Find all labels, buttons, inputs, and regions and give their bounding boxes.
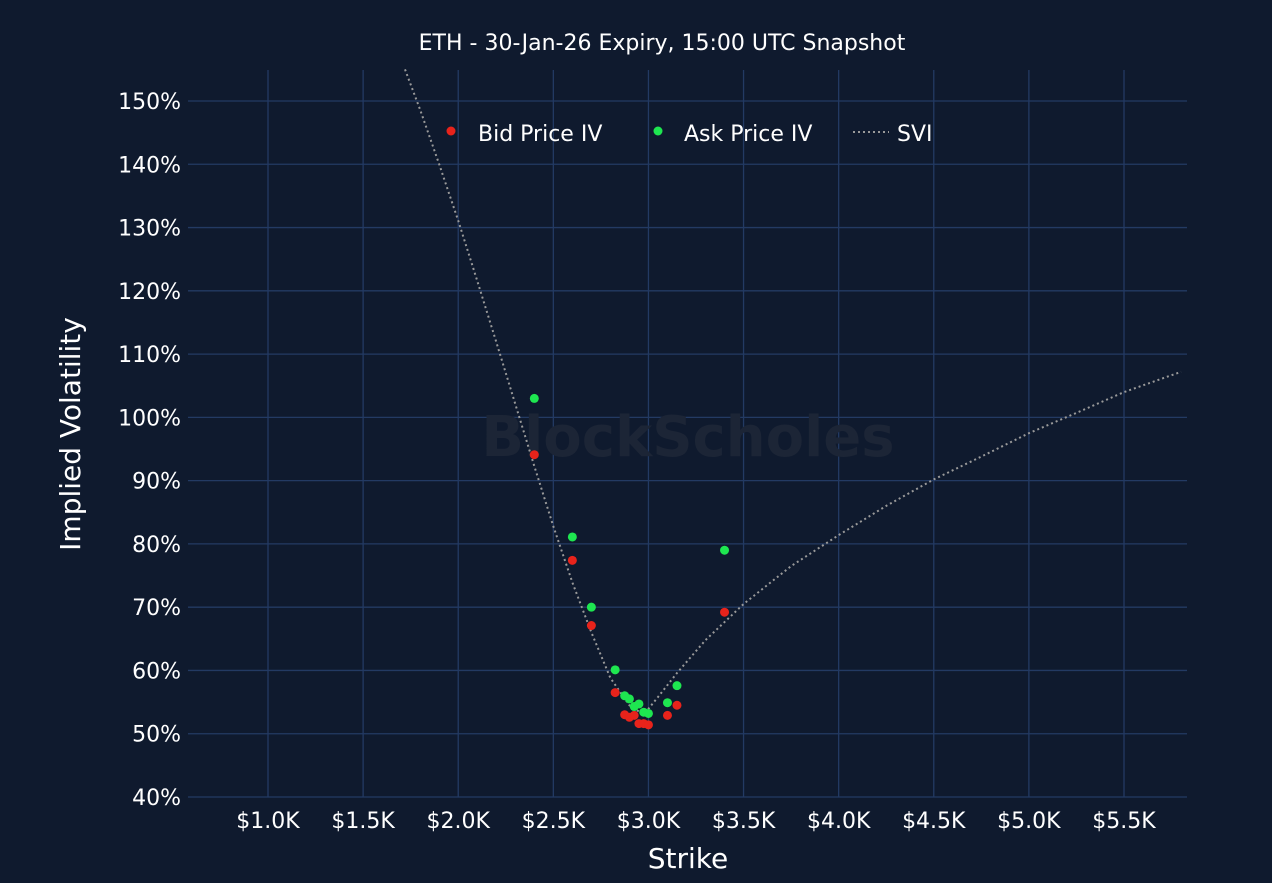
x-tick-label: $5.0K xyxy=(997,809,1061,834)
legend-label: Bid Price IV xyxy=(478,122,602,147)
bid-price-iv-point[interactable] xyxy=(610,688,620,698)
y-tick-label: 150% xyxy=(118,90,181,115)
bid-price-iv-point[interactable] xyxy=(567,555,577,565)
x-tick-label: $1.0K xyxy=(236,809,300,834)
x-tick-label: $5.5K xyxy=(1092,809,1156,834)
y-tick-label: 80% xyxy=(132,533,181,558)
y-tick-label: 130% xyxy=(118,217,181,242)
y-tick-label: 60% xyxy=(132,659,181,684)
ask-price-iv-point[interactable] xyxy=(624,694,634,704)
ask-price-iv-point[interactable] xyxy=(529,393,539,403)
y-tick-label: 70% xyxy=(132,596,181,621)
bid-price-iv-point[interactable] xyxy=(586,621,596,631)
bid-price-iv-point[interactable] xyxy=(662,710,672,720)
marker-layer xyxy=(529,393,730,730)
ask-price-iv-point[interactable] xyxy=(586,602,596,612)
svi-curve xyxy=(404,69,1182,717)
y-tick-label: 140% xyxy=(118,153,181,178)
ask-price-iv-point[interactable] xyxy=(720,545,730,555)
y-tick-label: 90% xyxy=(132,470,181,495)
y-tick-label: 50% xyxy=(132,723,181,748)
legend-item-bid-price-iv[interactable]: Bid Price IV xyxy=(446,122,603,147)
legend-label: Ask Price IV xyxy=(684,122,812,147)
y-tick-label: 100% xyxy=(118,406,181,431)
ask-price-iv-point[interactable] xyxy=(662,698,672,708)
chart-title: ETH - 30-Jan-26 Expiry, 15:00 UTC Snapsh… xyxy=(419,31,906,56)
bid-price-iv-point[interactable] xyxy=(529,450,539,460)
x-tick-label: $4.5K xyxy=(902,809,966,834)
grid xyxy=(188,70,1187,798)
x-tick-label: $3.0K xyxy=(617,809,681,834)
y-tick-labels: 40% 50% 60% 70% 80% 90% 100% 110% 120% 130% 140% 15… xyxy=(118,90,181,811)
legend-swatch xyxy=(446,126,456,136)
bid-price-iv-point[interactable] xyxy=(629,710,639,720)
x-axis-title: Strike xyxy=(648,842,729,875)
watermark: BlockScholes xyxy=(481,405,894,470)
legend-swatch xyxy=(653,126,663,136)
bid-price-iv-point[interactable] xyxy=(720,607,730,617)
x-tick-label: $2.0K xyxy=(427,809,491,834)
ask-price-iv-point[interactable] xyxy=(672,681,682,691)
ask-price-iv-point[interactable] xyxy=(643,708,653,718)
x-tick-label: $3.5K xyxy=(712,809,776,834)
x-tick-labels: $1.0K $1.5K $2.0K $2.5K $3.0K $3.5K $4.0K $4.5K… xyxy=(236,809,1156,834)
x-tick-label: $4.0K xyxy=(807,809,871,834)
bid-price-iv-point[interactable] xyxy=(672,700,682,710)
ask-price-iv-point[interactable] xyxy=(634,699,644,709)
y-tick-label: 120% xyxy=(118,280,181,305)
y-axis-title: Implied Volatility xyxy=(54,317,87,551)
y-tick-label: 110% xyxy=(118,343,181,368)
x-tick-label: $2.5K xyxy=(522,809,586,834)
bid-price-iv-point[interactable] xyxy=(643,720,653,730)
legend-item-ask-price-iv[interactable]: Ask Price IV xyxy=(653,122,813,147)
svi-layer xyxy=(404,69,1182,717)
legend-item-svi[interactable]: SVI xyxy=(853,122,933,147)
ask-price-iv-point[interactable] xyxy=(567,532,577,542)
x-tick-label: $1.5K xyxy=(331,809,395,834)
ask-price-iv-point[interactable] xyxy=(610,665,620,675)
legend-label: SVI xyxy=(897,122,933,147)
y-tick-label: 40% xyxy=(132,786,181,811)
legend[interactable]: Bid Price IV Ask Price IV SVI xyxy=(446,122,933,147)
